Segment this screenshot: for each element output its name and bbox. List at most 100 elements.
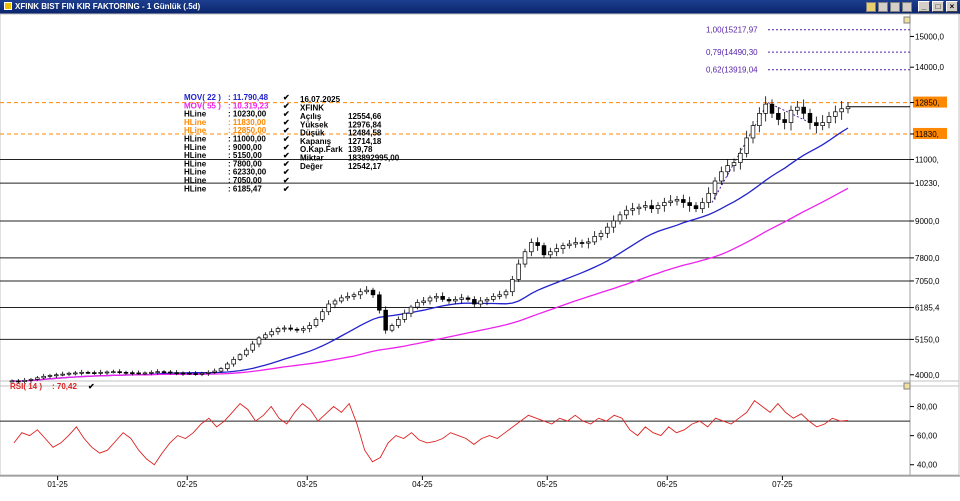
time-tick-label: 07-25 <box>772 480 793 489</box>
info-row-value: 12714,18 <box>348 137 382 146</box>
candle-body <box>123 371 129 374</box>
price-tick-label: 7800,0 <box>915 254 940 263</box>
rsi-tick-label: 60,00 <box>917 432 938 441</box>
legend-check-icon[interactable]: ✔ <box>283 143 290 152</box>
candle-body <box>750 125 756 139</box>
candle-body <box>244 349 249 356</box>
legend-value: : 6185,47 <box>228 184 262 193</box>
toolbar-color-icon[interactable] <box>866 2 876 12</box>
legend-label: MOV( 55 ) <box>184 101 221 110</box>
candle-body <box>180 372 186 375</box>
info-row-label: Kapanış <box>300 137 332 146</box>
candle-body <box>757 112 762 126</box>
legend-check-icon[interactable]: ✔ <box>283 118 290 127</box>
candle-body <box>408 306 414 314</box>
close-button[interactable]: × <box>946 1 958 12</box>
candle-body <box>326 303 331 313</box>
candle-body <box>332 300 338 305</box>
panel-menu-icon[interactable] <box>903 16 911 24</box>
candle-body <box>687 202 692 206</box>
candle-body <box>117 371 122 374</box>
candle-body <box>636 206 642 210</box>
candle-body <box>92 372 97 374</box>
candle-body <box>60 373 65 376</box>
candle-body <box>142 372 148 375</box>
info-row-label: Açılış <box>300 112 322 121</box>
candle-body <box>719 171 724 182</box>
legend-check-icon[interactable]: ✔ <box>283 176 290 185</box>
price-tick-label: 15000,0 <box>915 32 944 41</box>
rsi-panel-menu-icon[interactable] <box>903 382 911 390</box>
info-row-label: Düşük <box>300 129 325 138</box>
candle-body <box>54 374 59 377</box>
candle-body <box>149 371 154 374</box>
candle-body <box>554 248 559 253</box>
maximize-button[interactable]: □ <box>932 1 944 12</box>
candle-body <box>655 205 661 210</box>
candle-body <box>263 334 268 339</box>
candle-body <box>801 106 806 114</box>
candle-body <box>237 354 243 360</box>
legend-value: : 7800,00 <box>228 159 262 168</box>
candle-body <box>104 371 110 374</box>
time-tick-label: 03-25 <box>297 480 318 489</box>
candle-body <box>415 302 420 308</box>
legend-check-icon[interactable]: ✔ <box>283 184 290 193</box>
candle-body <box>345 295 350 299</box>
candle-body <box>161 371 167 374</box>
candle-body <box>611 220 616 228</box>
legend-check-icon[interactable]: ✔ <box>283 110 290 119</box>
toolbar-grid-icon[interactable] <box>902 2 912 12</box>
legend-value: : 5150,00 <box>228 151 262 160</box>
fib-level-label: 0,79(14490,30 <box>706 48 758 57</box>
candle-body <box>472 299 477 305</box>
candle-body <box>187 372 192 375</box>
rsi-label: RSI( 14 ) <box>10 382 42 391</box>
legend-check-icon[interactable]: ✔ <box>283 93 290 102</box>
candle-body <box>674 199 680 202</box>
app-icon <box>4 2 12 10</box>
time-tick-label: 06-25 <box>657 480 678 489</box>
candle-body <box>256 337 262 345</box>
legend-check-icon[interactable]: ✔ <box>283 126 290 135</box>
rsi-check-icon[interactable]: ✔ <box>88 382 95 391</box>
candle-body <box>567 243 572 246</box>
candle-body <box>478 300 483 305</box>
candle-body <box>130 372 135 374</box>
legend-label: HLine <box>184 151 207 160</box>
candle-body <box>782 119 787 123</box>
legend-label: HLine <box>184 168 207 177</box>
legend-value: : 10.319,23 <box>228 101 269 110</box>
candle-body <box>174 372 179 374</box>
candle-body <box>79 371 84 374</box>
legend-value: : 12850,00 <box>228 126 267 135</box>
candle-body <box>668 200 673 203</box>
toolbar-pin-icon[interactable] <box>878 2 888 12</box>
legend-label: HLine <box>184 143 207 152</box>
legend-value: : 11830,00 <box>228 118 266 127</box>
legend-check-icon[interactable]: ✔ <box>283 159 290 168</box>
main-panel-border <box>0 13 960 387</box>
candle-body <box>541 245 547 256</box>
mov22-line <box>11 127 849 382</box>
minimize-button[interactable]: _ <box>918 1 930 12</box>
legend-check-icon[interactable]: ✔ <box>283 101 290 110</box>
legend-check-icon[interactable]: ✔ <box>283 168 290 177</box>
candle-body <box>421 300 426 303</box>
price-tick-label: 7050,0 <box>915 277 940 286</box>
candle-body <box>98 371 103 374</box>
info-symbol: XFINK <box>300 104 324 113</box>
window-titlebar: XFINK BIST FIN KIR FAKTORING - 1 Günlük … <box>0 0 960 14</box>
candle-body <box>339 297 344 302</box>
info-row-label: Yüksek <box>300 120 329 129</box>
candle-body <box>560 245 566 250</box>
legend-check-icon[interactable]: ✔ <box>283 135 290 144</box>
candle-body <box>269 331 274 336</box>
candle-body <box>307 325 312 329</box>
candle-body <box>9 380 15 383</box>
candle-body <box>643 205 648 208</box>
toolbar-link-icon[interactable] <box>890 2 900 12</box>
candle-body <box>826 116 832 123</box>
legend-check-icon[interactable]: ✔ <box>283 151 290 160</box>
